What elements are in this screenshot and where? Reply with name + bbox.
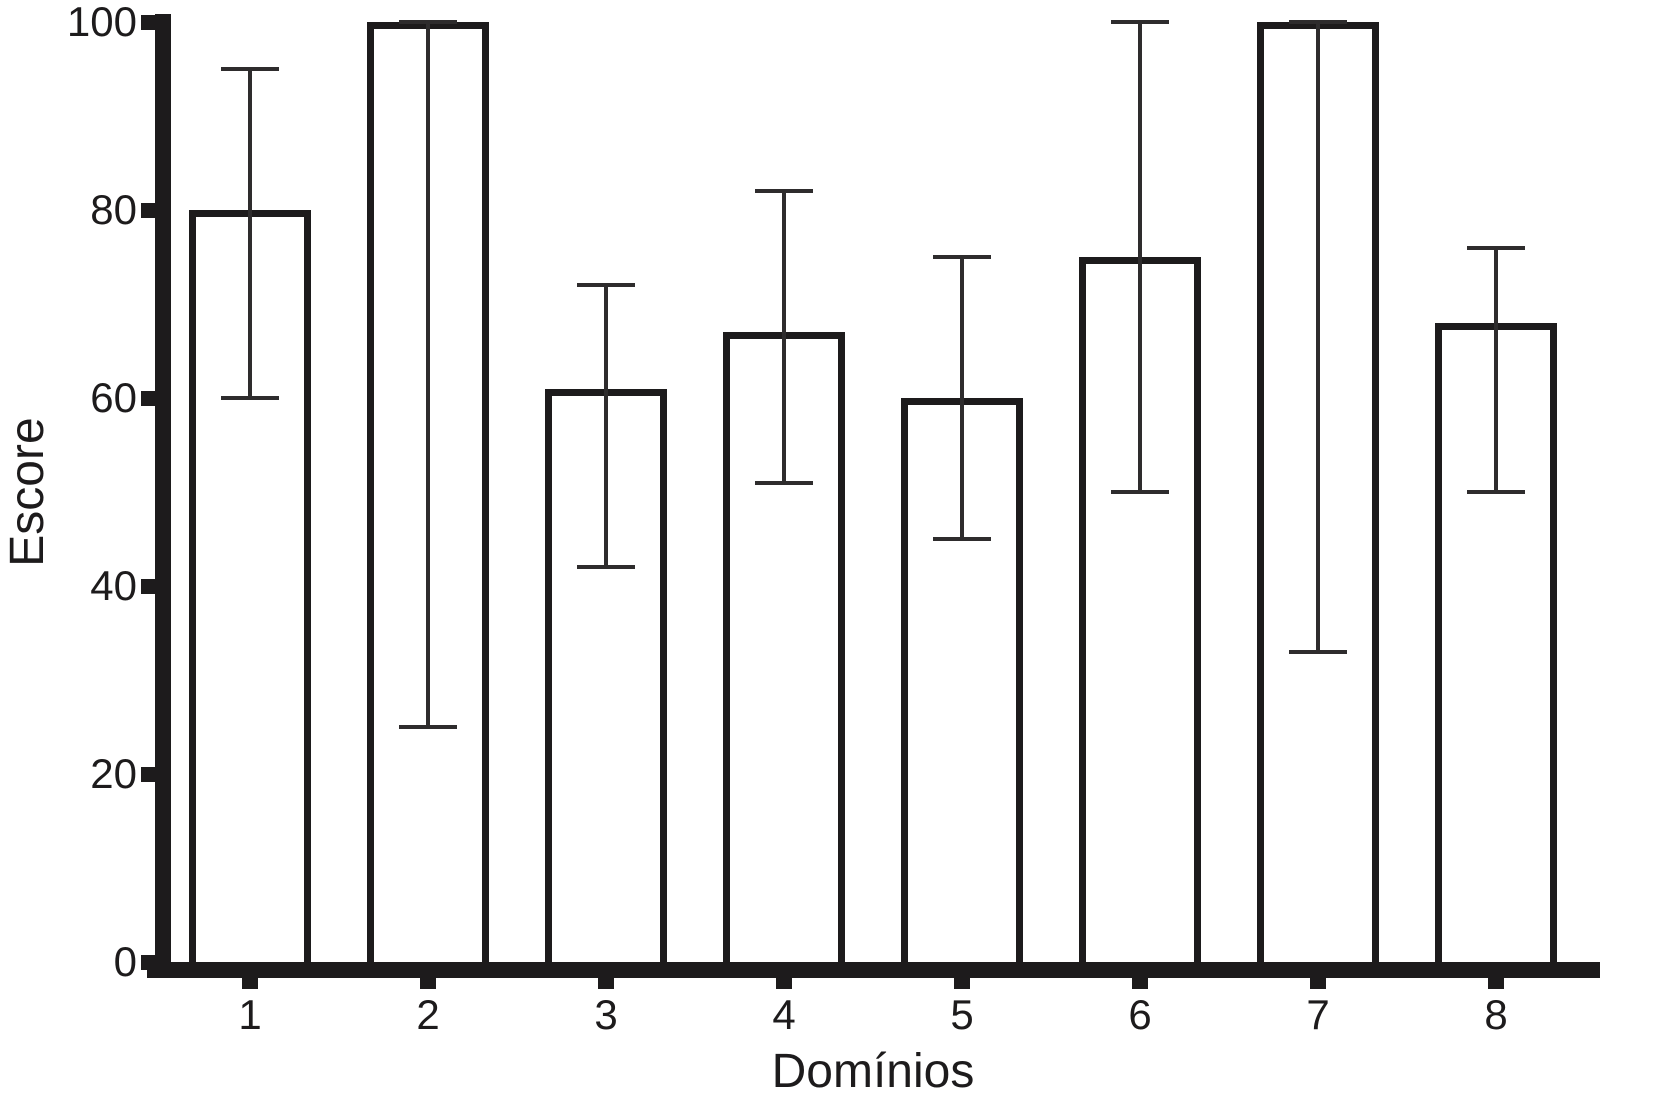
- x-tick: [1132, 978, 1148, 989]
- error-bar-cap-bottom: [399, 725, 457, 729]
- error-bar-cap-top: [933, 255, 991, 259]
- error-bar-line: [960, 257, 964, 539]
- y-tick: [141, 203, 157, 218]
- error-bar-line: [1138, 22, 1142, 492]
- error-bar-cap-top: [1467, 246, 1525, 250]
- x-tick: [598, 978, 614, 989]
- x-tick: [954, 978, 970, 989]
- x-tick: [242, 978, 258, 989]
- x-axis-title: Domínios: [771, 1045, 975, 1098]
- y-axis-title: Escore: [1, 417, 54, 567]
- x-tick-label: 3: [594, 991, 618, 1038]
- error-bar-cap-top: [755, 189, 813, 193]
- x-axis-line: [147, 962, 1600, 978]
- error-bar-line: [1316, 22, 1320, 652]
- y-tick-label: 60: [90, 374, 137, 421]
- y-tick: [141, 579, 157, 594]
- x-tick: [776, 978, 792, 989]
- y-tick-label: 20: [90, 750, 137, 797]
- y-axis-line: [155, 14, 171, 978]
- y-tick: [141, 15, 157, 30]
- error-bar-line: [426, 22, 430, 727]
- bar: [723, 332, 845, 972]
- y-tick-label: 40: [90, 562, 137, 609]
- error-bar-line: [248, 69, 252, 398]
- x-tick-label: 8: [1484, 991, 1508, 1038]
- error-bar-cap-top: [1289, 20, 1347, 24]
- x-tick-label: 4: [772, 991, 796, 1038]
- error-bar-cap-bottom: [221, 396, 279, 400]
- error-bar-line: [604, 285, 608, 567]
- error-bar-line: [1494, 248, 1498, 492]
- error-bar-cap-top: [221, 67, 279, 71]
- y-tick: [141, 955, 157, 970]
- error-bar-cap-bottom: [1467, 490, 1525, 494]
- y-tick: [141, 391, 157, 406]
- x-tick: [1310, 978, 1326, 989]
- x-tick-label: 7: [1306, 991, 1330, 1038]
- x-tick-label: 5: [950, 991, 974, 1038]
- x-tick: [1488, 978, 1504, 989]
- y-tick-label: 0: [113, 938, 137, 985]
- error-bar-cap-bottom: [1289, 650, 1347, 654]
- error-bar-cap-bottom: [933, 537, 991, 541]
- x-tick-label: 6: [1128, 991, 1152, 1038]
- error-bar-cap-bottom: [1111, 490, 1169, 494]
- error-bar-line: [782, 191, 786, 483]
- error-bar-cap-bottom: [577, 565, 635, 569]
- error-bar-cap-top: [1111, 20, 1169, 24]
- error-bar-cap-top: [577, 283, 635, 287]
- x-tick-label: 1: [238, 991, 262, 1038]
- y-tick-label: 80: [90, 186, 137, 233]
- x-tick-label: 2: [416, 991, 440, 1038]
- y-tick: [141, 767, 157, 782]
- error-bar-cap-bottom: [755, 481, 813, 485]
- y-tick-label: 100: [66, 0, 137, 45]
- x-tick: [420, 978, 436, 989]
- error-bar-cap-top: [399, 20, 457, 24]
